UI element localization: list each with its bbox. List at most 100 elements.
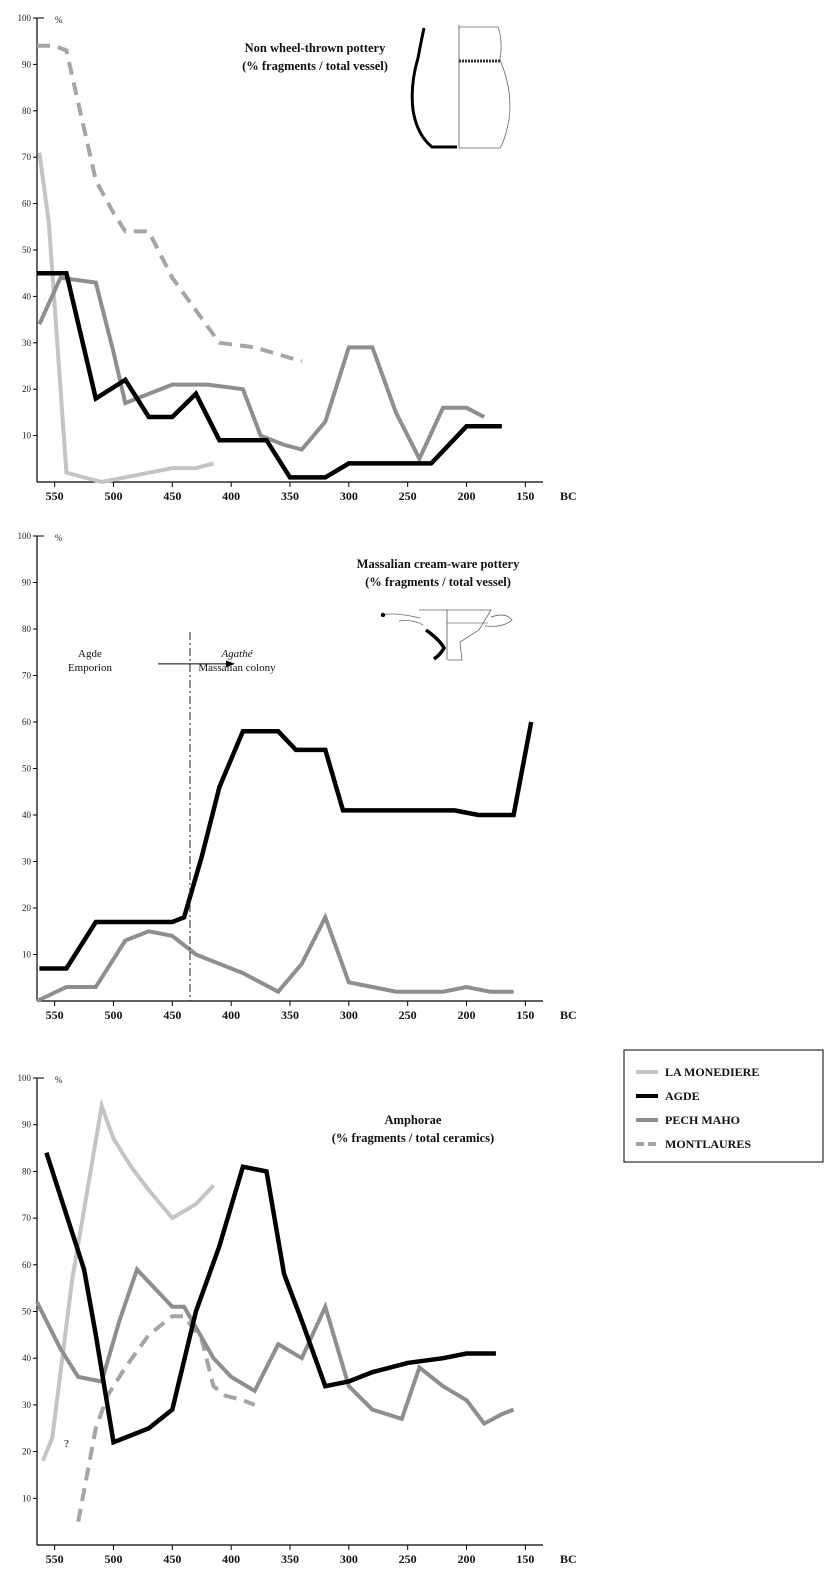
y-tick-label: 20 bbox=[22, 384, 32, 394]
y-tick-label: 30 bbox=[22, 338, 32, 348]
x-tick-label: 250 bbox=[399, 1008, 417, 1022]
y-tick-label: 50 bbox=[22, 245, 32, 255]
legend-item-montlaures: MONTLAURES bbox=[636, 1137, 751, 1151]
x-tick-label: 350 bbox=[281, 1008, 299, 1022]
y-tick-label: 50 bbox=[22, 764, 32, 774]
chart-amphorae: Amphorae (% fragments / total ceramics) … bbox=[18, 1073, 577, 1566]
x-tick-label: 200 bbox=[458, 1552, 476, 1566]
x-axis-label: BC bbox=[560, 1552, 577, 1566]
series-line-agde bbox=[39, 721, 534, 971]
annotation-agath: Agathé bbox=[220, 648, 253, 660]
series-line-agde bbox=[37, 270, 502, 480]
chart-3-title: Amphorae bbox=[385, 1113, 442, 1127]
chart-2-subtitle: (% fragments / total vessel) bbox=[365, 575, 511, 589]
series-line-montlaures bbox=[37, 43, 303, 364]
x-tick-label: 400 bbox=[222, 489, 240, 503]
y-tick-label: 10 bbox=[22, 950, 32, 960]
x-tick-label: 350 bbox=[281, 489, 299, 503]
legend-label-montlaures: MONTLAURES bbox=[665, 1137, 751, 1151]
chart-1-subtitle: (% fragments / total vessel) bbox=[242, 59, 388, 73]
pot-jar-illustration bbox=[410, 25, 511, 149]
legend-item-pech-maho: PECH MAHO bbox=[636, 1113, 740, 1127]
x-tick-label: 250 bbox=[399, 489, 417, 503]
legend-label-agde: AGDE bbox=[665, 1089, 700, 1103]
y-tick-label: 60 bbox=[22, 1260, 32, 1270]
x-tick-label: 300 bbox=[340, 1008, 358, 1022]
x-tick-label: 450 bbox=[163, 1008, 181, 1022]
x-tick-label: 450 bbox=[163, 489, 181, 503]
y-tick-label: 60 bbox=[22, 199, 32, 209]
y-axis-label: % bbox=[55, 15, 63, 25]
y-tick-label: 30 bbox=[22, 1400, 32, 1410]
y-tick-label: 30 bbox=[22, 857, 32, 867]
y-tick-label: 20 bbox=[22, 903, 32, 913]
x-tick-label: 300 bbox=[340, 489, 358, 503]
x-tick-label: 550 bbox=[46, 1552, 64, 1566]
x-tick-label: 500 bbox=[104, 489, 122, 503]
x-tick-label: 250 bbox=[399, 1552, 417, 1566]
y-tick-label: 100 bbox=[18, 13, 32, 23]
x-tick-label: 150 bbox=[516, 1008, 534, 1022]
x-tick-label: 150 bbox=[516, 489, 534, 503]
y-tick-label: 50 bbox=[22, 1307, 32, 1317]
series-line-la-monediere bbox=[37, 152, 215, 485]
legend-label-la-monediere: LA MONEDIERE bbox=[665, 1065, 759, 1079]
y-tick-label: 100 bbox=[18, 531, 32, 541]
y-tick-label: 70 bbox=[22, 1213, 32, 1223]
x-tick-label: 150 bbox=[516, 1552, 534, 1566]
chart-non-wheel-thrown-pottery: Non wheel-thrown pottery (% fragments / … bbox=[18, 13, 577, 503]
x-tick-label: 500 bbox=[104, 1552, 122, 1566]
y-tick-label: 80 bbox=[22, 106, 32, 116]
legend-item-la-monediere: LA MONEDIERE bbox=[636, 1065, 759, 1079]
y-tick-label: 80 bbox=[22, 1166, 32, 1176]
annotation-agde: Agde bbox=[78, 648, 102, 660]
cup-kylix-illustration bbox=[380, 609, 513, 661]
x-axis-label: BC bbox=[560, 1008, 577, 1022]
annotation-: ? bbox=[64, 1438, 69, 1450]
y-tick-label: 20 bbox=[22, 1447, 32, 1457]
y-tick-label: 40 bbox=[22, 810, 32, 820]
x-tick-label: 550 bbox=[46, 1008, 64, 1022]
x-tick-label: 400 bbox=[222, 1552, 240, 1566]
x-axis-label: BC bbox=[560, 489, 577, 503]
y-axis-label: % bbox=[55, 533, 63, 543]
annotation-massalian-colony: Massalian colony bbox=[198, 662, 276, 674]
chart-3-subtitle: (% fragments / total ceramics) bbox=[332, 1131, 494, 1145]
y-tick-label: 60 bbox=[22, 717, 32, 727]
y-tick-label: 90 bbox=[22, 1120, 32, 1130]
y-tick-label: 80 bbox=[22, 624, 32, 634]
y-tick-label: 40 bbox=[22, 1353, 32, 1363]
x-tick-label: 500 bbox=[104, 1008, 122, 1022]
chart-1-title: Non wheel-thrown pottery bbox=[245, 41, 386, 55]
series-line-pech-maho bbox=[35, 1265, 515, 1427]
y-tick-label: 40 bbox=[22, 291, 32, 301]
series-line-agde bbox=[44, 1152, 496, 1446]
x-tick-label: 300 bbox=[340, 1552, 358, 1566]
y-axis-label: % bbox=[55, 1075, 63, 1085]
x-tick-label: 350 bbox=[281, 1552, 299, 1566]
series-line-pech-maho bbox=[36, 912, 514, 1003]
legend-label-pech-maho: PECH MAHO bbox=[665, 1113, 740, 1127]
y-tick-label: 100 bbox=[18, 1073, 32, 1083]
x-tick-label: 550 bbox=[46, 489, 64, 503]
annotation-emporion: Emporion bbox=[68, 662, 112, 674]
x-tick-label: 200 bbox=[458, 489, 476, 503]
series-line-montlaures bbox=[76, 1314, 256, 1523]
y-tick-label: 90 bbox=[22, 578, 32, 588]
y-tick-label: 90 bbox=[22, 59, 32, 69]
legend: LA MONEDIERE AGDE PECH MAHO MONTLAURES bbox=[623, 1049, 824, 1163]
series-line-pech-maho bbox=[37, 275, 486, 464]
series-line-la-monediere bbox=[41, 1098, 215, 1462]
legend-item-agde: AGDE bbox=[636, 1089, 700, 1103]
x-tick-label: 450 bbox=[163, 1552, 181, 1566]
chart-massalian-cream-ware-pottery: Massalian cream-ware pottery (% fragment… bbox=[18, 531, 577, 1022]
y-tick-label: 70 bbox=[22, 152, 32, 162]
chart-2-title: Massalian cream-ware pottery bbox=[357, 557, 520, 571]
y-tick-label: 70 bbox=[22, 671, 32, 681]
arrow-head-icon bbox=[226, 660, 235, 668]
y-tick-label: 10 bbox=[22, 1493, 32, 1503]
x-tick-label: 200 bbox=[458, 1008, 476, 1022]
y-tick-label: 10 bbox=[22, 431, 32, 441]
x-tick-label: 400 bbox=[222, 1008, 240, 1022]
